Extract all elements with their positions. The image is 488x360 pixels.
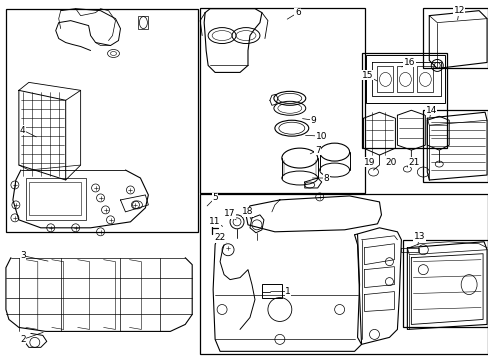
Text: 2: 2 [20,335,25,344]
Bar [403,240,487,328]
Text: 15: 15 [361,71,372,80]
Bar [423,8,487,68]
Text: 1: 1 [285,287,290,296]
Text: 4: 4 [20,126,25,135]
Text: 14: 14 [425,106,436,115]
Text: 5: 5 [212,193,218,202]
Bar [29,182,81,215]
Bar [200,8,364,193]
Bar [423,110,487,182]
Text: 11: 11 [209,217,221,226]
Text: 6: 6 [294,8,300,17]
Bar [26,178,85,220]
Text: 9: 9 [310,116,316,125]
Text: 7: 7 [314,145,320,154]
Text: 17: 17 [224,210,235,219]
Text: 13: 13 [413,232,424,241]
Text: 18: 18 [242,207,253,216]
Text: 21: 21 [408,158,419,167]
Text: 20: 20 [385,158,396,167]
Bar [262,284,281,298]
Text: 16: 16 [403,58,414,67]
Text: 10: 10 [315,132,327,141]
Bar [377,67,393,92]
Text: 3: 3 [20,251,26,260]
Text: 12: 12 [452,6,464,15]
Bar [397,67,412,92]
Bar [138,15,148,28]
Bar [6,9,198,232]
Text: 19: 19 [363,158,374,167]
Bar [361,54,447,148]
Bar [365,55,444,103]
Text: 8: 8 [323,174,329,183]
Bar [416,67,432,92]
Text: 22: 22 [214,233,225,242]
Bar [200,194,487,354]
